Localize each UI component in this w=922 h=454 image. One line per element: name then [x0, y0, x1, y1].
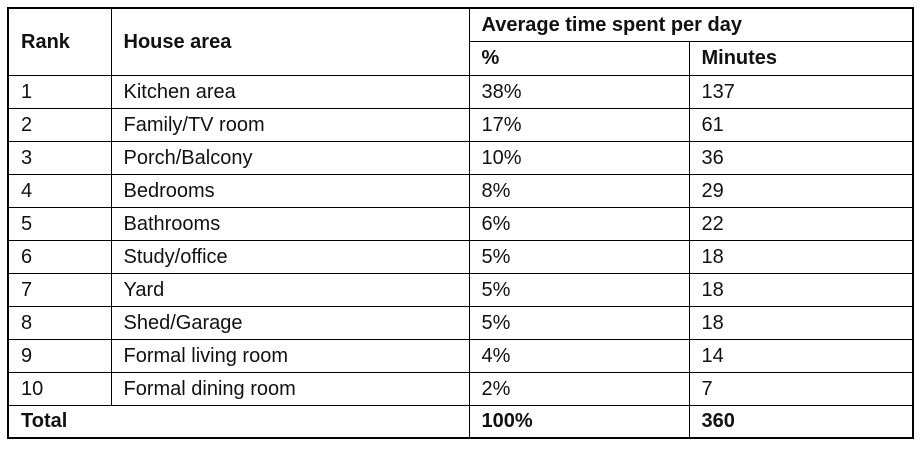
percent-cell: 10% — [468, 140, 690, 175]
column-header-house-area: House area — [110, 7, 470, 76]
area-cell: Yard — [110, 272, 470, 307]
rank-cell: 7 — [7, 272, 112, 307]
rank-cell: 8 — [7, 305, 112, 340]
rank-cell: 10 — [7, 371, 112, 406]
area-cell: Kitchen area — [110, 74, 470, 109]
percent-cell: 38% — [468, 74, 690, 109]
table-row: 3 Porch/Balcony 10% 36 — [7, 140, 914, 175]
percent-cell: 5% — [468, 272, 690, 307]
rank-cell: 3 — [7, 140, 112, 175]
column-header-minutes: Minutes — [688, 40, 914, 76]
table-row: 10 Formal dining room 2% 7 — [7, 371, 914, 406]
table-row: 2 Family/TV room 17% 61 — [7, 107, 914, 142]
table-row: 4 Bedrooms 8% 29 — [7, 173, 914, 208]
rank-cell: 4 — [7, 173, 112, 208]
minutes-cell: 7 — [688, 371, 914, 406]
area-cell: Bathrooms — [110, 206, 470, 241]
minutes-cell: 29 — [688, 173, 914, 208]
area-cell: Family/TV room — [110, 107, 470, 142]
rank-cell: 9 — [7, 338, 112, 373]
area-cell: Shed/Garage — [110, 305, 470, 340]
minutes-cell: 18 — [688, 305, 914, 340]
table-row: 5 Bathrooms 6% 22 — [7, 206, 914, 241]
percent-cell: 2% — [468, 371, 690, 406]
table-row: 6 Study/office 5% 18 — [7, 239, 914, 274]
minutes-cell: 61 — [688, 107, 914, 142]
table-row: 7 Yard 5% 18 — [7, 272, 914, 307]
area-cell: Formal living room — [110, 338, 470, 373]
time-spent-table-container: Rank House area Average time spent per d… — [7, 7, 914, 439]
total-row: Total 100% 360 — [7, 404, 914, 439]
minutes-cell: 18 — [688, 239, 914, 274]
rank-cell: 6 — [7, 239, 112, 274]
minutes-cell: 36 — [688, 140, 914, 175]
percent-cell: 6% — [468, 206, 690, 241]
time-spent-table: Rank House area Average time spent per d… — [7, 7, 914, 439]
percent-cell: 4% — [468, 338, 690, 373]
percent-cell: 17% — [468, 107, 690, 142]
percent-cell: 5% — [468, 305, 690, 340]
column-group-header-average-time: Average time spent per day — [468, 7, 914, 42]
percent-cell: 5% — [468, 239, 690, 274]
percent-cell: 8% — [468, 173, 690, 208]
column-header-percent: % — [468, 40, 690, 76]
minutes-cell: 14 — [688, 338, 914, 373]
total-percent-cell: 100% — [468, 404, 690, 439]
minutes-cell: 18 — [688, 272, 914, 307]
area-cell: Formal dining room — [110, 371, 470, 406]
area-cell: Study/office — [110, 239, 470, 274]
header-row-1: Rank House area Average time spent per d… — [7, 7, 914, 76]
table-row: 8 Shed/Garage 5% 18 — [7, 305, 914, 340]
minutes-cell: 22 — [688, 206, 914, 241]
table-row: 9 Formal living room 4% 14 — [7, 338, 914, 373]
header-row-2: % Minutes — [8, 40, 914, 76]
area-cell: Bedrooms — [110, 173, 470, 208]
rank-cell: 2 — [7, 107, 112, 142]
table-row: 1 Kitchen area 38% 137 — [7, 74, 914, 109]
rank-cell: 5 — [7, 206, 112, 241]
minutes-cell: 137 — [688, 74, 914, 109]
rank-cell: 1 — [7, 74, 112, 109]
area-cell: Porch/Balcony — [110, 140, 470, 175]
total-label-cell: Total — [7, 404, 470, 439]
total-minutes-cell: 360 — [688, 404, 914, 439]
column-header-rank: Rank — [7, 7, 112, 76]
